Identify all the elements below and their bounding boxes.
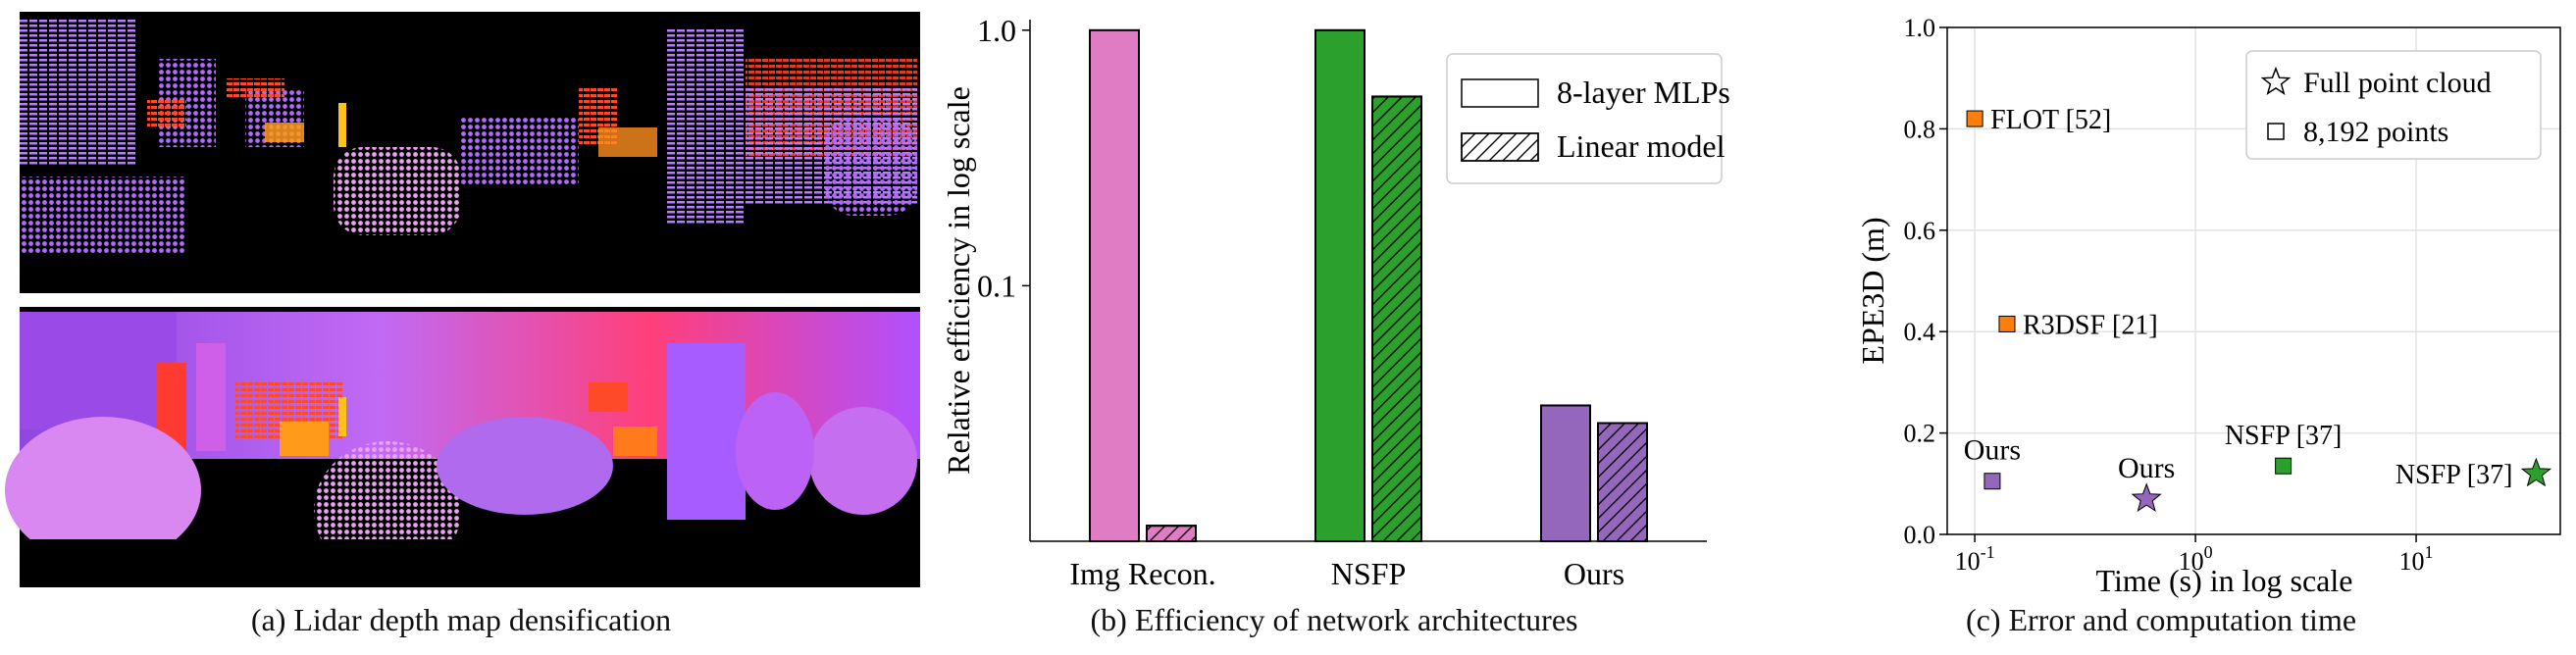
panel-b: 1.0 0.1 Relative efficiency in log scale Im…	[922, 0, 1746, 655]
lidar-images	[5, 12, 920, 587]
error-time-scatter: 0.0 0.2 0.4 0.6 0.8 1.0 10-1 100 101 Time (s) in …	[1855, 14, 2561, 598]
point-square	[2275, 457, 2293, 475]
legend-label: Full point cloud	[2303, 67, 2492, 99]
legend: 8-layer MLPs Linear model	[1446, 53, 1730, 184]
y-axis-label: Relative efficiency in log scale	[941, 86, 976, 475]
bar	[1540, 404, 1591, 542]
legend-label: 8,192 points	[2303, 116, 2448, 148]
sparse-points	[20, 20, 917, 255]
x-tick-label: 100	[2179, 542, 2213, 576]
y-tick-label: 0.0	[1904, 521, 1936, 549]
point-square	[1966, 110, 1984, 127]
y-tick-label: 0.6	[1904, 217, 1936, 245]
legend-swatch-hatch	[1461, 132, 1539, 162]
point-star	[2131, 482, 2162, 513]
legend: Full point cloud 8,192 points	[2245, 50, 2542, 160]
legend-star-icon	[2260, 66, 2292, 96]
point-label: R3DSF [21]	[2023, 310, 2158, 340]
bar-hatch	[1146, 525, 1197, 543]
point-star	[2520, 457, 2552, 487]
y-axis-label: EPE3D (m)	[1855, 217, 1890, 364]
point-square	[1984, 473, 2001, 490]
y-tick-label: 0.1	[977, 268, 1016, 303]
point-square	[1998, 315, 2016, 332]
bar	[1314, 28, 1365, 543]
y-tick-label: 1.0	[1904, 14, 1936, 42]
legend-square-icon	[2267, 123, 2285, 140]
plot-frame	[1946, 26, 2561, 535]
y-tick-label: 0.2	[1904, 420, 1936, 448]
legend-swatch	[1461, 78, 1539, 108]
x-tick-label: Ours	[1564, 556, 1624, 591]
bar	[1089, 28, 1140, 543]
legend-label: Linear model	[1557, 128, 1726, 164]
caption-c: (c) Error and computation time	[1965, 602, 2357, 637]
point-label: Ours	[1964, 434, 2021, 467]
legend-box	[1446, 53, 1723, 184]
point-label: FLOT [52]	[1990, 105, 2111, 135]
legend-box	[2245, 50, 2542, 160]
x-axis-label: Time (s) in log scale	[2096, 563, 2353, 598]
panel-a: (a) Lidar depth map densification	[0, 0, 922, 655]
y-tick-label: 0.4	[1904, 318, 1936, 346]
point-label: NSFP [37]	[2225, 421, 2343, 451]
x-tick-label: 10-1	[1955, 542, 1995, 576]
bar-hatch	[1371, 95, 1422, 542]
x-tick-label: NSFP	[1331, 556, 1407, 591]
x-tick-label: Img Recon.	[1069, 556, 1215, 591]
dense-points	[5, 312, 920, 587]
point-label: Ours	[2118, 452, 2175, 484]
x-tick-label: 101	[2399, 542, 2434, 576]
caption-a: (a) Lidar depth map densification	[250, 602, 672, 637]
legend-label: 8-layer MLPs	[1557, 75, 1730, 110]
point-label: NSFP [37]	[2396, 460, 2513, 490]
y-tick-label: 1.0	[977, 13, 1016, 48]
y-tick-label: 0.8	[1904, 115, 1936, 143]
panel-c: 0.0 0.2 0.4 0.6 0.8 1.0 10-1 100 101 Time (s) in …	[1746, 0, 2576, 655]
bar-hatch	[1597, 422, 1648, 542]
caption-b: (b) Efficiency of network architectures	[1090, 602, 1578, 637]
